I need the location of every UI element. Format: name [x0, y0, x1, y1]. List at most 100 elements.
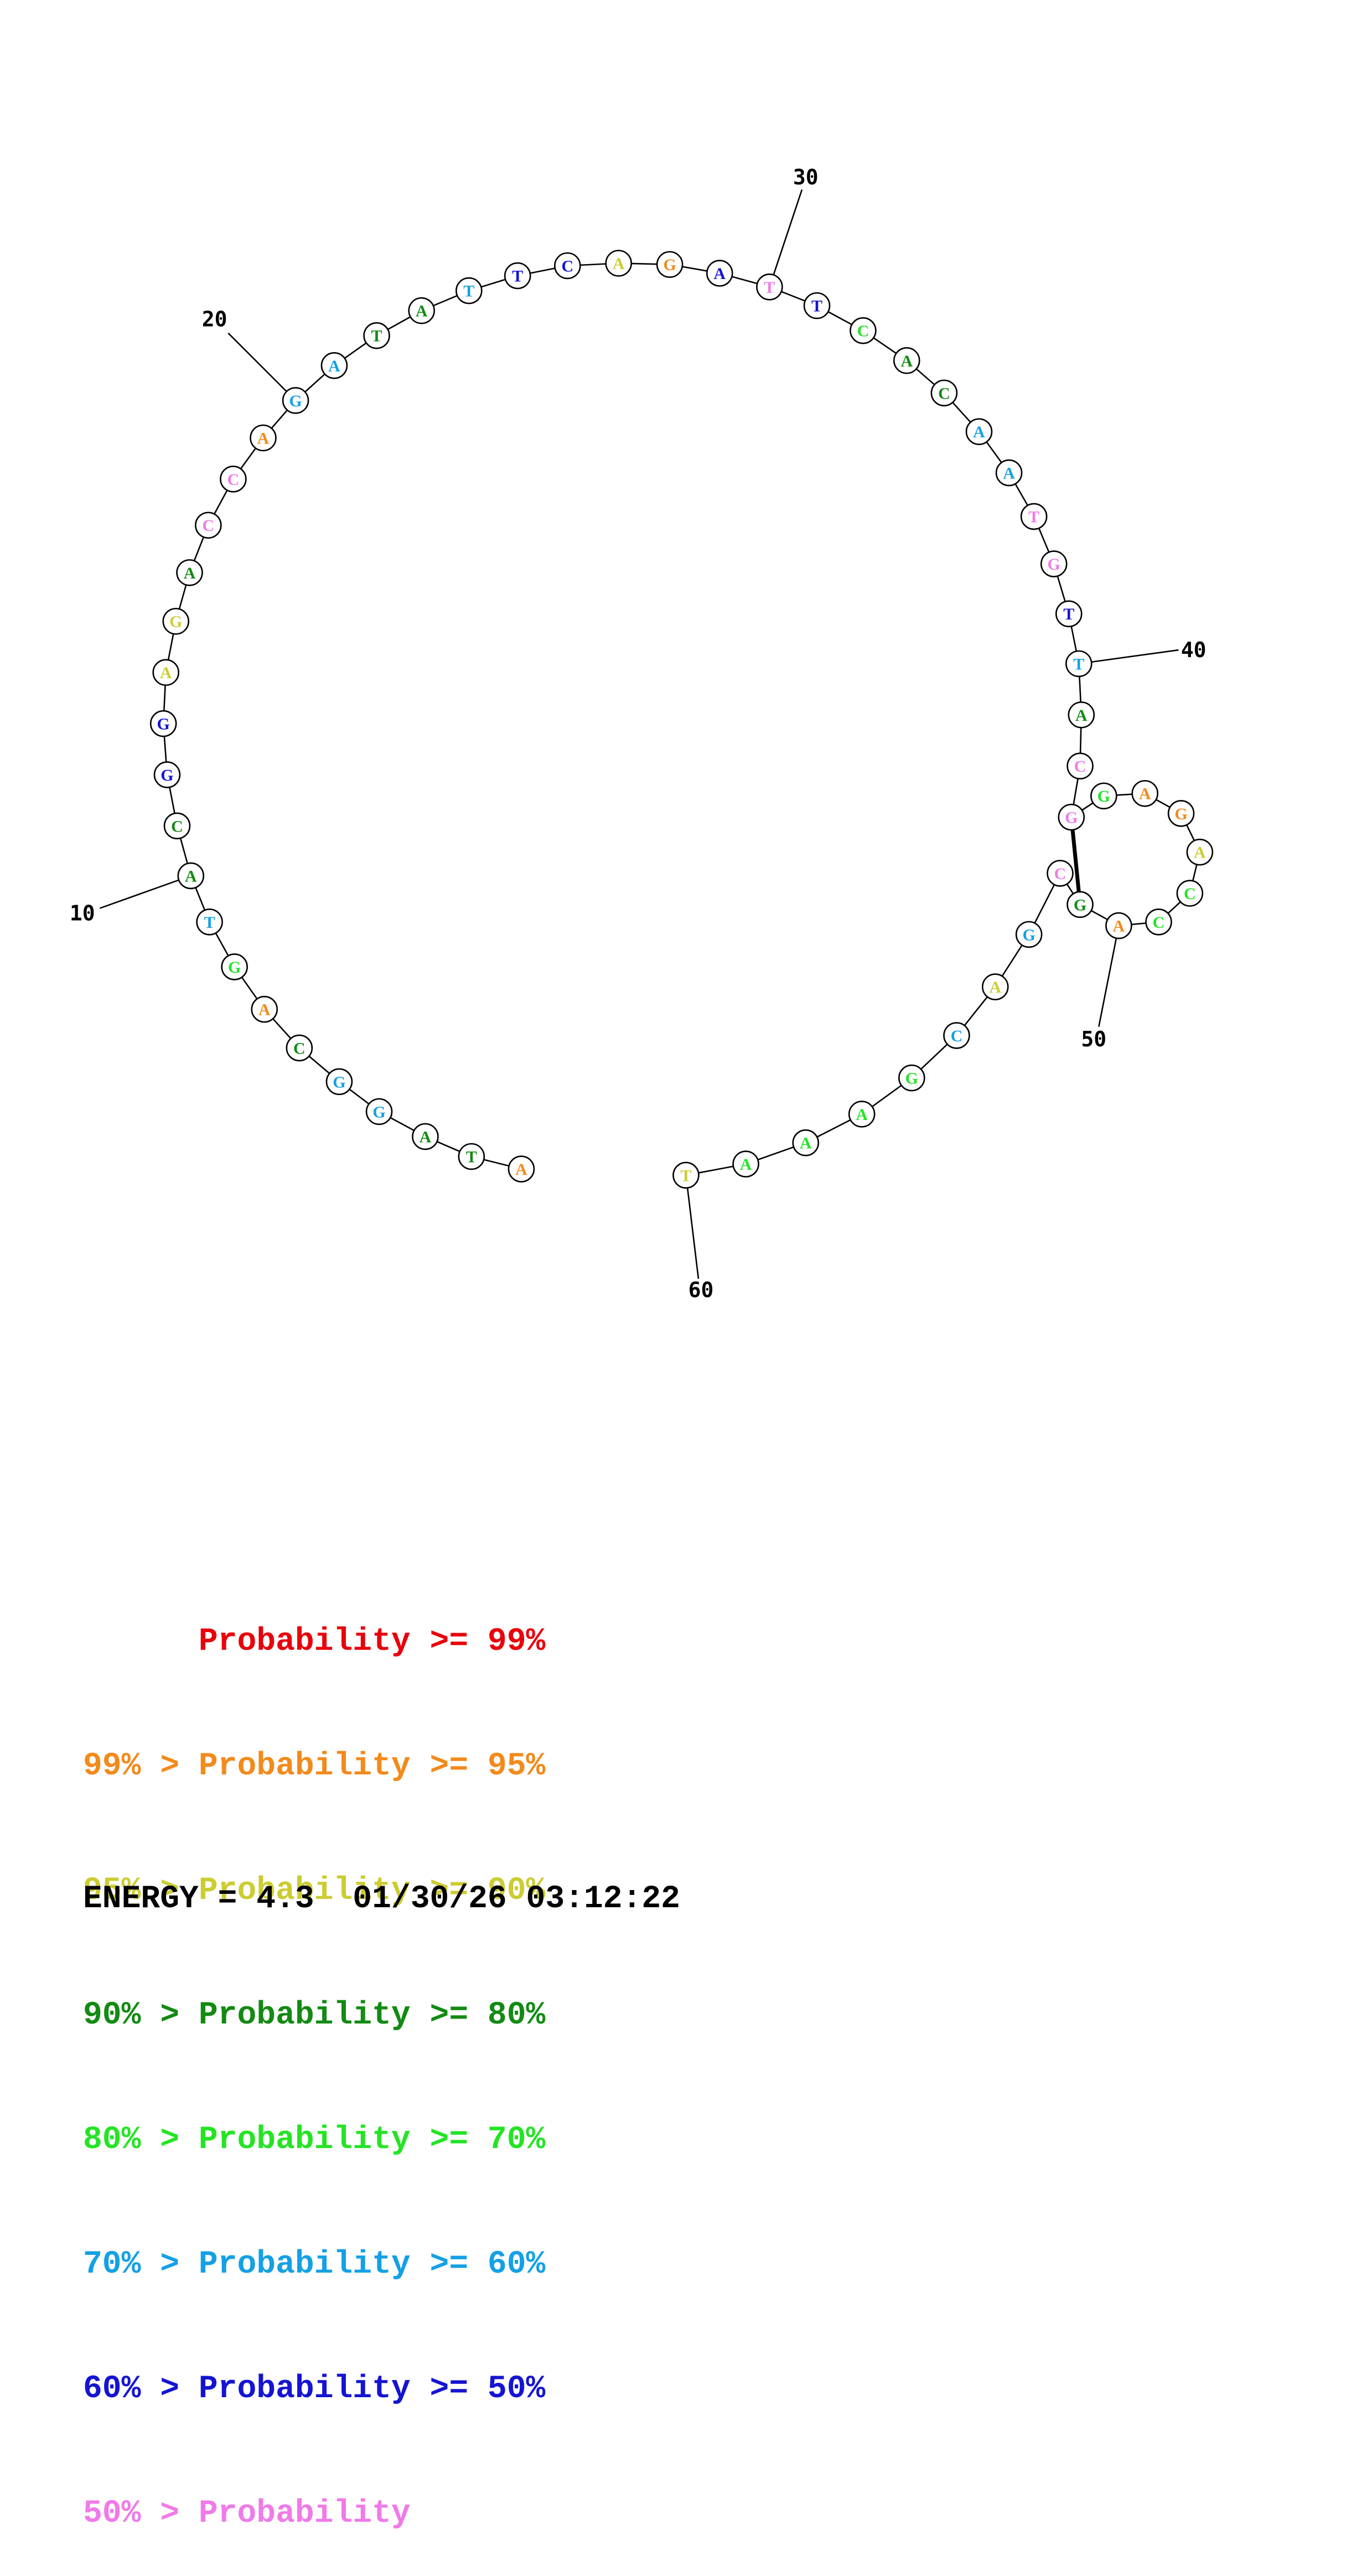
backbone-line: [162, 262, 1201, 1176]
nucleotide-letter: A: [160, 664, 172, 682]
nucleotide: A: [792, 1129, 820, 1157]
nucleotide: C: [286, 1034, 313, 1062]
nucleotide-circle: [176, 559, 203, 586]
nucleotide-letter: T: [811, 297, 822, 316]
nucleotide-circle: [706, 260, 733, 287]
nucleotide: A: [848, 1101, 876, 1128]
nucleotide: T: [756, 273, 783, 301]
legend-row: 60% > Probability >= 50%: [83, 2368, 545, 2410]
nucleotide-circle: [1131, 779, 1158, 807]
position-tick-line: [685, 1175, 700, 1279]
nucleotide-circle: [149, 710, 177, 737]
nucleotide-circle: [1047, 860, 1074, 887]
position-label: 20: [202, 307, 227, 332]
nucleotide-circle: [605, 250, 633, 277]
nucleotide-letter: G: [663, 256, 676, 274]
legend-row: 95% > Probability >= 90%: [83, 1870, 545, 1912]
nucleotide-circle: [250, 424, 277, 452]
position-label: 30: [793, 165, 819, 189]
nucleotide: G: [153, 761, 181, 788]
legend-prefix: 95% >: [83, 1873, 199, 1909]
nucleotide-letter: C: [951, 1027, 963, 1045]
nucleotide-letter: T: [466, 1148, 477, 1166]
legend-prefix: 99% >: [83, 1748, 199, 1784]
nucleotide-letter: A: [856, 1106, 868, 1124]
nucleotide-letter: C: [938, 384, 950, 402]
nucleotide: A: [1105, 912, 1132, 939]
nucleotide-circle: [982, 973, 1009, 1000]
nucleotide-circle: [1065, 650, 1093, 678]
nucleotide-letter: A: [740, 1155, 752, 1174]
nucleotide-letter: G: [333, 1073, 345, 1091]
nucleotide-letter: G: [1074, 896, 1086, 914]
nucleotide-circle: [1068, 701, 1095, 729]
backbone: [162, 262, 1201, 1176]
legend-row: 50% > Probability: [83, 2493, 545, 2534]
legend-prefix: [83, 1624, 199, 1660]
nucleotide-letter: C: [1184, 885, 1196, 903]
nucleotide: T: [196, 908, 223, 936]
position-tick-line: [769, 189, 803, 287]
nucleotide-circle: [455, 277, 483, 304]
nucleotide: T: [1065, 650, 1093, 678]
nucleotide-letter: A: [989, 978, 1001, 997]
nucleotide: G: [1090, 782, 1117, 810]
base-pair-bonds: [1069, 817, 1083, 905]
nucleotide: C: [163, 812, 191, 840]
nucleotide-circle: [282, 387, 309, 414]
nucleotide: G: [1167, 799, 1195, 827]
nucleotide: A: [508, 1155, 535, 1183]
nucleotide-circle: [152, 659, 180, 686]
nucleotide-circle: [1186, 838, 1214, 866]
nucleotide: A: [732, 1150, 759, 1178]
nucleotide-letter: G: [228, 958, 241, 977]
nucleotide-circle: [1167, 799, 1195, 827]
nucleotide: A: [176, 559, 203, 586]
nucleotide-letter: G: [289, 392, 302, 410]
nucleotide: A: [982, 973, 1009, 1000]
nucleotide-letter: T: [204, 913, 215, 932]
nucleotide-circle: [286, 1034, 313, 1062]
nucleotide-letter: A: [420, 1128, 432, 1146]
nucleotide-letter: A: [613, 255, 625, 273]
legend-text: Probability >= 50%: [198, 2371, 546, 2407]
nucleotide-letter: A: [416, 302, 428, 321]
nucleotide-letter: T: [371, 327, 382, 345]
nucleotide-letter: C: [171, 817, 183, 835]
position-ticks: 10 20 30 40 50 60: [70, 165, 1207, 1302]
nucleotide: C: [1176, 880, 1204, 907]
nucleotide: G: [149, 710, 177, 737]
nucleotide-letter: T: [1073, 655, 1084, 673]
nucleotide-circle: [732, 1150, 759, 1178]
nucleotide-circle: [850, 317, 877, 344]
nucleotide: G: [325, 1068, 353, 1096]
nucleotide: C: [943, 1022, 970, 1049]
nucleotide-letter: G: [1048, 555, 1060, 574]
nucleotide-letter: C: [562, 257, 574, 275]
nucleotide-circle: [1090, 782, 1117, 810]
nucleotide-circle: [1066, 752, 1094, 779]
nucleotide-letter: C: [1153, 913, 1165, 932]
nucleotide-letter: C: [857, 322, 869, 340]
nucleotide-letter: T: [764, 278, 775, 297]
nucleotide-letter: A: [1003, 464, 1015, 483]
nucleotide-circle: [965, 418, 993, 445]
nucleotide: T: [1055, 600, 1083, 628]
nucleotide-circle: [1176, 880, 1204, 907]
nucleotide: C: [195, 512, 222, 539]
nucleotide: A: [1186, 838, 1214, 866]
nucleotide: A: [995, 459, 1023, 487]
nucleotide: A: [706, 260, 733, 287]
nucleotide: A: [177, 862, 205, 890]
nucleotide-circle: [995, 459, 1023, 487]
probability-legend: Probability >= 99% 99% > Probability >= …: [83, 1538, 545, 2576]
nucleotide-letter: A: [185, 867, 197, 885]
nucleotide-letter: A: [973, 423, 985, 441]
nucleotide-letter: A: [328, 357, 340, 375]
nucleotide-circle: [1015, 921, 1043, 948]
nucleotide-circle: [1145, 908, 1172, 936]
legend-text: Probability >= 95%: [198, 1748, 546, 1784]
nucleotide-circle: [792, 1129, 820, 1157]
